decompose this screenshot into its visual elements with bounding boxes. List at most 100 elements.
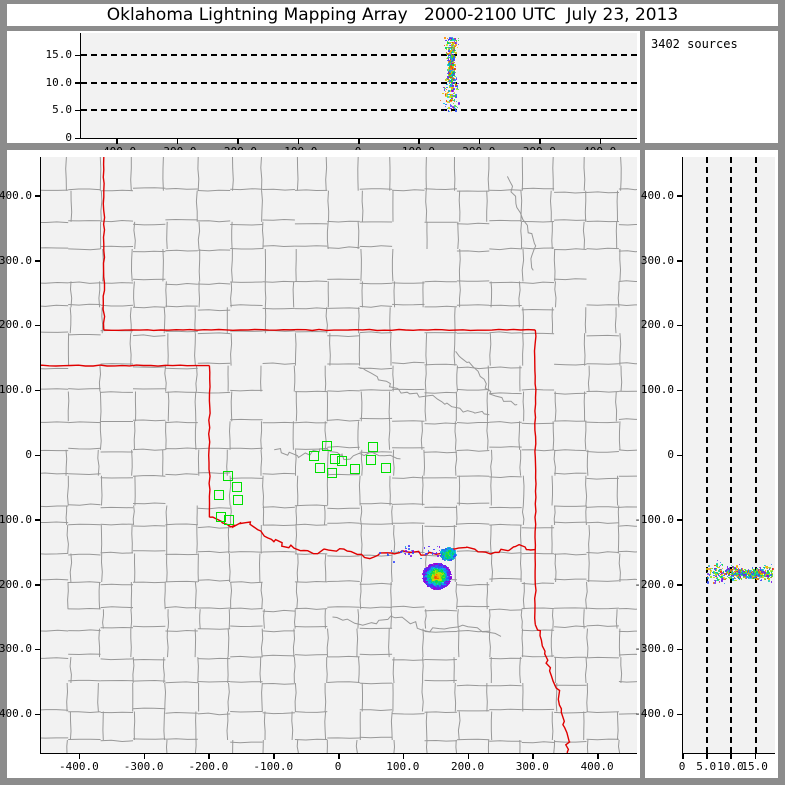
county-border (392, 503, 425, 505)
county-border (165, 473, 198, 476)
source-point (449, 51, 451, 53)
county-border (584, 657, 588, 684)
plot-area-altitude-vs-east[interactable] (80, 33, 637, 139)
county-border (327, 220, 360, 223)
source-point (448, 74, 451, 77)
source-point (445, 39, 447, 42)
source-point (453, 89, 455, 91)
county-border (197, 657, 231, 660)
gridline-altitude-10.0 (81, 81, 637, 84)
source-point (443, 567, 445, 570)
county-border (230, 681, 263, 683)
source-point (714, 581, 717, 584)
source-point (761, 568, 764, 571)
county-border (618, 250, 637, 253)
source-point (443, 88, 446, 90)
county-border (521, 607, 555, 610)
county-border (133, 281, 135, 308)
source-point (453, 91, 455, 94)
plot-area-altitude-vs-north[interactable] (682, 157, 775, 754)
source-point (448, 56, 450, 59)
county-border (456, 583, 490, 587)
source-point (449, 77, 452, 80)
county-border (554, 656, 587, 659)
county-border (163, 307, 166, 334)
county-border (259, 657, 262, 684)
county-border (424, 305, 457, 308)
source-point (431, 586, 433, 588)
lma-station-marker (223, 514, 234, 525)
source-point (725, 577, 727, 580)
county-border (230, 741, 263, 744)
county-border (165, 606, 198, 609)
county-border (327, 246, 360, 249)
source-point (454, 81, 457, 84)
source-point (430, 571, 433, 573)
map-ytick-label-1: 300.0 (0, 253, 32, 267)
state-border-panhandle-s (41, 364, 210, 367)
county-border (425, 739, 428, 753)
county-border (392, 420, 425, 422)
county-border (97, 682, 99, 712)
source-point (453, 62, 455, 64)
county-border (619, 333, 622, 366)
source-point (450, 105, 453, 108)
source-point (451, 48, 453, 50)
county-border (100, 523, 134, 526)
right-ytick-label-5: -100.0 (634, 512, 674, 526)
county-border (228, 553, 231, 583)
source-point (450, 68, 453, 71)
county-border (296, 475, 299, 506)
county-border (167, 391, 170, 422)
source-point (452, 75, 454, 77)
source-point (438, 562, 441, 565)
source-point (432, 585, 434, 587)
source-point (454, 68, 456, 70)
source-point (433, 583, 436, 585)
source-point (448, 578, 451, 581)
source-point (453, 63, 456, 66)
county-border (262, 475, 265, 506)
county-border (586, 656, 619, 659)
source-point (444, 572, 447, 575)
source-point (447, 57, 449, 59)
county-border (521, 247, 555, 250)
source-point (426, 582, 428, 585)
source-point (445, 48, 447, 50)
source-point (449, 83, 452, 85)
source-point (455, 51, 458, 54)
source-point (449, 71, 451, 73)
source-point (450, 50, 452, 52)
county-border (327, 307, 360, 309)
source-point (449, 42, 452, 45)
source-point (447, 76, 449, 78)
source-point (446, 89, 448, 91)
source-point (408, 545, 410, 547)
county-border (197, 221, 201, 250)
county-border (260, 449, 263, 476)
source-point (442, 584, 444, 587)
county-border (458, 248, 461, 282)
county-border (70, 190, 73, 222)
source-point (447, 582, 450, 585)
source-point (445, 554, 448, 558)
source-point (454, 99, 456, 101)
county-border (294, 390, 328, 393)
source-point (446, 107, 449, 110)
county-border (455, 581, 458, 610)
right-ytick-mark-8 (677, 713, 682, 716)
source-point (404, 553, 407, 555)
source-point (427, 582, 430, 585)
lma-station-marker (314, 463, 325, 473)
source-point (449, 573, 452, 576)
county-border (194, 628, 197, 658)
county-border (489, 523, 522, 526)
county-border (618, 304, 637, 307)
county-border (456, 523, 490, 525)
county-border (554, 248, 587, 251)
county-border (294, 189, 328, 192)
county-border (618, 223, 637, 226)
plot-area-plan-view[interactable] (40, 157, 637, 754)
county-border (68, 388, 101, 390)
right-ytick-mark-2 (677, 324, 682, 327)
